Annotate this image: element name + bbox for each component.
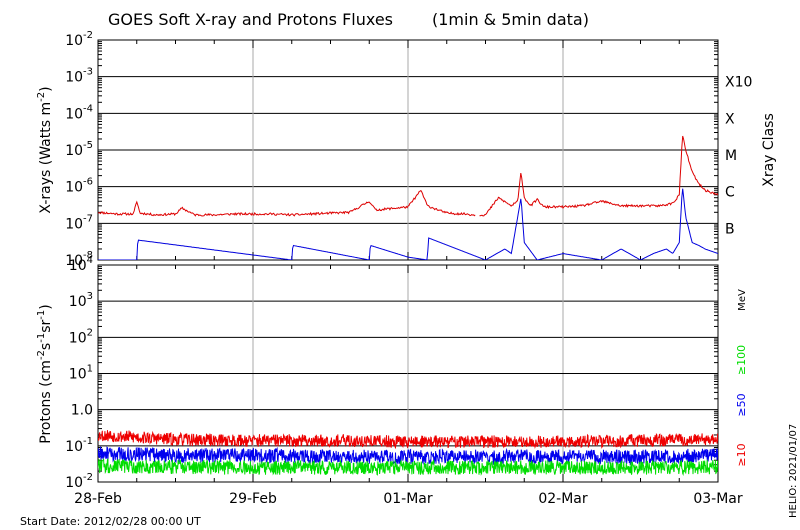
xray-class-axis-label: Xray Class [761, 113, 777, 187]
x-tick-label: 01-Mar [383, 491, 433, 507]
proton-legend-entry: ≥10 [735, 443, 748, 466]
series-line [98, 458, 718, 477]
chart-title: GOES Soft X-ray and Protons Fluxes [108, 10, 393, 29]
series-line [98, 446, 718, 466]
x-tick-label: 28-Feb [74, 491, 122, 507]
y-tick-label: 101 [69, 364, 93, 383]
xray-y-axis-label: X-rays (Watts m-2) [36, 86, 54, 213]
xray-class-label: X [725, 111, 735, 127]
series-line [479, 135, 718, 217]
series-line [98, 188, 718, 260]
helio-credit: HELIO: 2021/01/07 [788, 424, 799, 518]
x-axis: 28-Feb 29-Feb 01-Mar 02-Mar 03-Mar [74, 491, 743, 507]
x-tick-label: 29-Feb [229, 491, 277, 507]
y-tick-label: 10-4 [65, 103, 93, 122]
xray-class-label: M [725, 148, 737, 164]
xray-panel: 10-8 10-7 10-6 10-5 10-4 10-3 10-2 X-rays (Watt… [36, 30, 777, 269]
proton-y-axis-label: Protons (cm-2s-1sr-1) [36, 304, 54, 443]
y-tick-label: 103 [69, 291, 93, 310]
y-tick-label: 10-2 [65, 30, 93, 49]
start-date-label: Start Date: 2012/02/28 00:00 UT [20, 515, 201, 528]
xray-class-label: C [725, 185, 735, 201]
y-tick-label: 102 [69, 327, 93, 346]
y-tick-label: 1.0 [71, 403, 93, 419]
proton-legend-entry: ≥100 [735, 345, 748, 375]
series-line [98, 189, 476, 217]
y-tick-label: 10-1 [65, 436, 93, 455]
xray-class-label: B [725, 221, 735, 237]
chart-subtitle: (1min & 5min data) [432, 10, 589, 29]
proton-legend-entry: ≥50 [735, 393, 748, 416]
y-tick-label: 104 [69, 255, 93, 274]
y-tick-label: 10-8 [65, 250, 93, 269]
y-tick-label: 10-3 [65, 67, 93, 86]
y-tick-label: 10-2 [65, 472, 93, 491]
y-tick-label: 10-5 [65, 140, 93, 159]
x-tick-label: 03-Mar [693, 491, 743, 507]
y-tick-label: 10-6 [65, 177, 93, 196]
y-tick-label: 10-7 [65, 213, 93, 232]
x-tick-label: 02-Mar [538, 491, 588, 507]
energy-unit-label: MeV [737, 289, 748, 311]
proton-panel: 10-2 10-1 1.0 101 102 103 104 Protons (cm-2s-1s… [36, 255, 748, 491]
xray-class-label: X10 [725, 75, 752, 91]
series-line [98, 430, 718, 450]
